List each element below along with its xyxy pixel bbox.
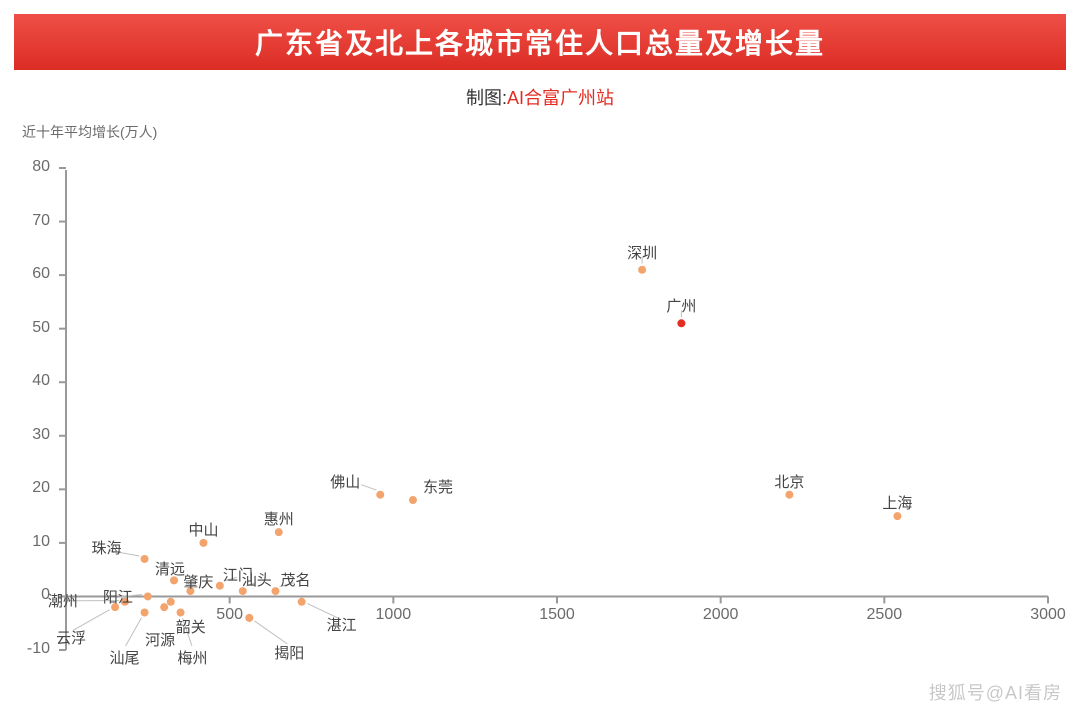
y-tick-label: 60	[16, 265, 50, 283]
y-tick-label: 80	[16, 158, 50, 176]
data-point-label: 潮州	[48, 590, 78, 611]
data-point-label: 汕尾	[110, 647, 140, 668]
data-point	[275, 528, 283, 536]
y-tick-label: 10	[16, 533, 50, 551]
data-point-label: 上海	[882, 492, 912, 513]
chart-container: 广东省及北上各城市常住人口总量及增长量 制图:AI合富广州站 近十年平均增长(万…	[0, 0, 1080, 715]
y-tick-label: 40	[16, 372, 50, 390]
data-point-label: 清远	[155, 558, 185, 579]
subtitle-text: AI合富广州站	[507, 88, 614, 108]
data-point-label: 深圳	[627, 242, 657, 263]
x-tick-label: 2000	[703, 606, 739, 624]
data-point-label: 中山	[188, 519, 218, 540]
data-point	[141, 609, 149, 617]
data-point	[298, 598, 306, 606]
data-point-label: 广州	[666, 295, 696, 316]
data-point-label: 东莞	[423, 476, 453, 497]
data-point-label: 茂名	[280, 569, 310, 590]
x-tick-label: 1500	[539, 606, 575, 624]
y-tick-label: 50	[16, 319, 50, 337]
data-point-label: 北京	[774, 471, 804, 492]
data-point	[160, 603, 168, 611]
x-tick-label: 500	[216, 606, 243, 624]
subtitle-prefix: 制图:	[466, 88, 507, 108]
plot-area	[58, 160, 1058, 680]
y-tick-label: -10	[16, 640, 50, 658]
data-point-label: 佛山	[330, 471, 360, 492]
data-point	[271, 587, 279, 595]
data-point	[141, 555, 149, 563]
data-point-label: 河源	[145, 629, 175, 650]
data-point	[638, 266, 646, 274]
data-point	[144, 592, 152, 600]
data-point	[199, 539, 207, 547]
data-point-label: 湛江	[327, 614, 357, 635]
data-point-label: 珠海	[92, 537, 122, 558]
watermark-text: 搜狐号@AI看房	[929, 679, 1062, 705]
chart-title: 广东省及北上各城市常住人口总量及增长量	[14, 14, 1066, 70]
x-tick-label: 3000	[1030, 606, 1066, 624]
y-axis-title: 近十年平均增长(万人)	[22, 122, 157, 142]
chart-title-text: 广东省及北上各城市常住人口总量及增长量	[255, 22, 825, 62]
chart-subtitle: 制图:AI合富广州站	[0, 84, 1080, 110]
x-tick-label: 2500	[867, 606, 903, 624]
y-tick-label: 20	[16, 479, 50, 497]
data-point-label: 肇庆	[183, 571, 213, 592]
y-tick-label: 30	[16, 426, 50, 444]
data-point-label: 惠州	[264, 508, 294, 529]
data-point-label: 阳江	[103, 586, 133, 607]
data-point-label: 云浮	[56, 627, 86, 648]
data-point	[376, 491, 384, 499]
data-point	[785, 491, 793, 499]
data-point	[677, 319, 685, 327]
data-point	[167, 598, 175, 606]
data-point	[893, 512, 901, 520]
data-point-label: 韶关	[176, 616, 206, 637]
y-tick-label: 70	[16, 212, 50, 230]
data-point-label: 揭阳	[274, 642, 304, 663]
data-point	[409, 496, 417, 504]
data-point-label: 梅州	[178, 647, 208, 668]
x-tick-label: 1000	[376, 606, 412, 624]
data-point-label: 汕头	[242, 569, 272, 590]
data-point	[245, 614, 253, 622]
y-tick-label: 0	[16, 586, 50, 604]
